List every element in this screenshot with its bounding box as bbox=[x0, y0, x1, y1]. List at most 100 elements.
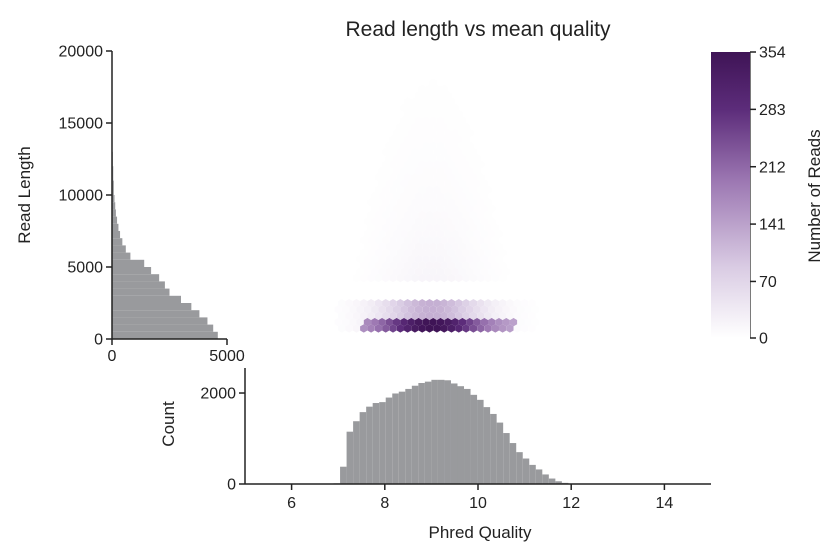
hexbin bbox=[425, 122, 434, 131]
hexbin bbox=[389, 248, 397, 257]
hexbin bbox=[407, 229, 415, 239]
hexbin bbox=[455, 299, 463, 308]
hexbin bbox=[393, 128, 401, 138]
hexbin bbox=[422, 217, 430, 226]
hexbin bbox=[469, 261, 477, 270]
hexbin bbox=[374, 248, 382, 257]
hexbin bbox=[360, 324, 368, 333]
hexbin bbox=[455, 147, 463, 157]
hexbin bbox=[451, 179, 459, 188]
hexbin bbox=[382, 311, 390, 320]
bottom-hist-bar bbox=[431, 379, 438, 484]
hexbin bbox=[425, 84, 434, 94]
left-hist-bar bbox=[112, 295, 181, 303]
hexbin bbox=[447, 248, 456, 257]
hexbin bbox=[378, 217, 386, 226]
hexbin bbox=[389, 223, 397, 232]
count-tick-label: 0 bbox=[227, 477, 236, 494]
hexbin bbox=[466, 191, 474, 201]
hexbin bbox=[411, 324, 419, 333]
hexbin bbox=[480, 267, 488, 276]
hexbin bbox=[418, 147, 426, 157]
hexbin bbox=[506, 299, 514, 308]
hexbin bbox=[447, 210, 456, 220]
hexbin bbox=[352, 311, 361, 320]
hexbin bbox=[480, 254, 488, 264]
hexbin bbox=[425, 173, 434, 182]
hexbin bbox=[429, 317, 437, 327]
hexbin bbox=[360, 236, 368, 245]
hexbin bbox=[488, 229, 496, 239]
hexbin bbox=[480, 305, 488, 314]
hexbin bbox=[404, 122, 412, 131]
hexbin bbox=[462, 135, 470, 144]
hexbin bbox=[374, 299, 382, 308]
hexbin bbox=[528, 311, 536, 320]
hexbin bbox=[400, 128, 408, 138]
bottom-hist-bar bbox=[385, 397, 393, 484]
hexbin bbox=[477, 299, 485, 308]
hexbin bbox=[473, 317, 481, 327]
colorbar-label: Number of Reads bbox=[805, 129, 824, 262]
hexbin bbox=[458, 204, 467, 213]
hexbin bbox=[407, 267, 415, 276]
hexbin bbox=[455, 160, 463, 169]
hexbin bbox=[436, 204, 445, 213]
hexbin bbox=[440, 122, 448, 131]
hexbin bbox=[396, 236, 404, 245]
left-hist-bar bbox=[112, 324, 214, 332]
hexbin bbox=[382, 299, 390, 308]
hexbin bbox=[385, 191, 393, 201]
hexbin bbox=[334, 317, 342, 327]
hexbin bbox=[444, 204, 452, 213]
hexbin bbox=[341, 317, 350, 327]
hexbin bbox=[418, 135, 426, 144]
hexbin bbox=[400, 191, 408, 201]
hexbin bbox=[382, 261, 390, 270]
hexbin bbox=[400, 267, 408, 276]
hexbin bbox=[520, 311, 529, 320]
hexbin bbox=[404, 261, 412, 270]
hexbin bbox=[436, 267, 445, 276]
hexbin bbox=[480, 242, 488, 251]
hexbin bbox=[484, 299, 492, 308]
hexbin bbox=[407, 242, 415, 251]
hexbin bbox=[429, 229, 437, 239]
hexbin bbox=[396, 122, 404, 131]
hexbin bbox=[451, 317, 459, 327]
hexbin bbox=[433, 122, 441, 131]
hexbin bbox=[389, 299, 397, 308]
hexbin bbox=[363, 217, 372, 226]
hexbin bbox=[447, 185, 456, 194]
y-tick-label: 20000 bbox=[59, 44, 104, 61]
hexbin bbox=[396, 173, 404, 182]
hexbin bbox=[363, 267, 372, 276]
hexbin bbox=[462, 261, 470, 270]
hexbin bbox=[411, 273, 419, 283]
hexbin bbox=[393, 179, 401, 188]
hexbin bbox=[513, 299, 521, 308]
hexbin bbox=[396, 273, 404, 283]
hexbin bbox=[411, 147, 419, 157]
hexbin bbox=[477, 248, 485, 257]
left-hist-bar bbox=[112, 245, 126, 253]
hexbin bbox=[389, 210, 397, 220]
hexbin bbox=[458, 128, 467, 138]
hexbin bbox=[349, 305, 357, 314]
colorbar-tick-label: 0 bbox=[759, 331, 768, 348]
hexbin bbox=[411, 210, 419, 220]
hexbin bbox=[389, 236, 397, 245]
bottom-hist-bar bbox=[464, 388, 471, 484]
hexbin bbox=[415, 103, 423, 113]
hexbin bbox=[367, 248, 375, 257]
bottom-hist-bar bbox=[366, 406, 373, 484]
hexbin bbox=[455, 135, 463, 144]
hexbin bbox=[451, 154, 459, 163]
hexbin bbox=[378, 254, 386, 264]
hexbin bbox=[393, 166, 401, 176]
bottom-hist-bar bbox=[470, 394, 478, 484]
hexbin bbox=[425, 311, 434, 320]
count-axis-label: Count bbox=[159, 401, 178, 447]
hexbin bbox=[466, 128, 474, 138]
